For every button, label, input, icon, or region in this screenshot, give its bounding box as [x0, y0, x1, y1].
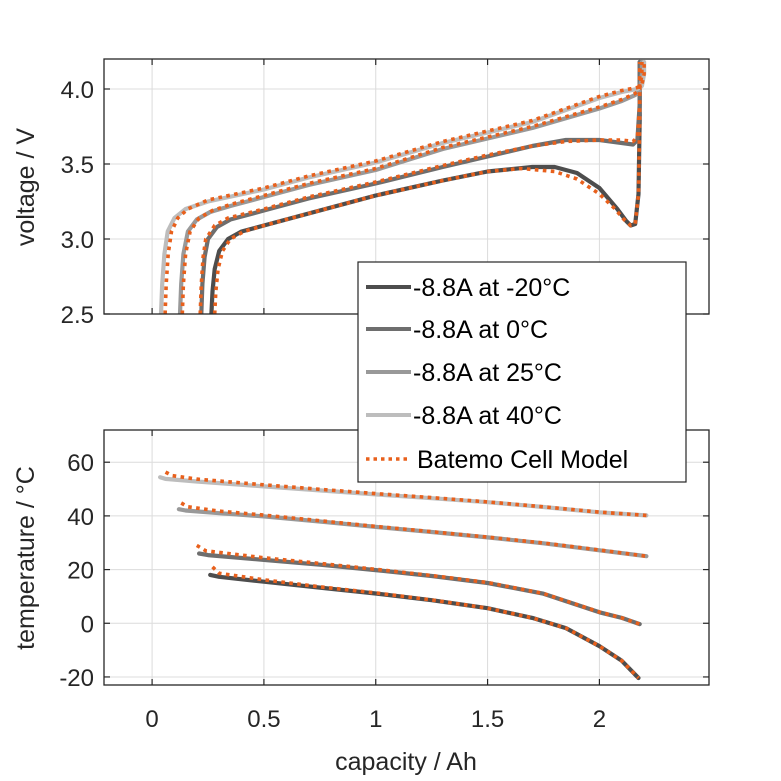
ytick-label: 4.0 — [61, 77, 94, 104]
voltage-series-model--20C — [212, 62, 642, 314]
xtick-label: 2 — [593, 706, 606, 733]
xtick-label: 1 — [369, 706, 382, 733]
ytick-label: 20 — [67, 558, 94, 585]
legend-item: -8.8A at 25°C — [366, 359, 562, 387]
legend-item: -8.8A at 40°C — [366, 402, 562, 430]
voltage-ticks: 2.5 3.0 3.5 4.0 — [61, 59, 709, 329]
ytick-label: -20 — [59, 665, 94, 692]
xtick-label: 0 — [145, 706, 158, 733]
legend: -8.8A at -20°C -8.8A at 0°C -8.8A at 25°C -… — [357, 261, 687, 483]
ytick-label: 60 — [67, 450, 94, 477]
legend-label: -8.8A at -20°C — [413, 274, 570, 302]
voltage-series-measured--8-8a-at-20-c — [209, 59, 642, 314]
voltage-series-model-40C — [163, 62, 646, 314]
voltage-ylabel: voltage / V — [12, 128, 40, 246]
temperature-series-measured--8-8a-at-40-c — [158, 475, 649, 518]
capacity-xlabel: capacity / Ah — [335, 748, 477, 776]
xtick-label: 1.5 — [471, 706, 504, 733]
legend-label: -8.8A at 40°C — [413, 402, 562, 430]
legend-label: -8.8A at 25°C — [413, 359, 562, 387]
voltage-series-model-0C — [198, 62, 642, 314]
voltage-series-model-25C — [180, 62, 644, 314]
temperature-series-measured--8-8a-at-25-c — [176, 507, 649, 559]
xtick-label: 0.5 — [247, 706, 280, 733]
ytick-label: 3.5 — [61, 152, 94, 179]
temperature-ylabel: temperature / °C — [12, 466, 40, 650]
legend-label: Batemo Cell Model — [417, 446, 628, 474]
temperature-series-model--20C — [211, 565, 640, 680]
legend-box — [357, 261, 687, 483]
ytick-label: 2.5 — [61, 302, 94, 329]
temperature-series-model-40C — [164, 470, 647, 518]
temperature-series-model-0C — [195, 543, 641, 626]
voltage-series-measured--8-8a-at-0-c — [199, 59, 642, 314]
temperature-series — [158, 470, 649, 681]
ytick-label: 0 — [81, 611, 94, 638]
ytick-label: 3.0 — [61, 227, 94, 254]
voltage-series — [158, 59, 647, 314]
legend-item: -8.8A at 0°C — [366, 316, 548, 344]
legend-item: -8.8A at -20°C — [366, 274, 570, 302]
legend-label: -8.8A at 0°C — [413, 316, 548, 344]
ytick-label: 40 — [67, 504, 94, 531]
legend-item: Batemo Cell Model — [366, 446, 628, 474]
temperature-ticks: 0 0.5 1 1.5 2 -20 0 20 40 60 — [59, 430, 709, 733]
